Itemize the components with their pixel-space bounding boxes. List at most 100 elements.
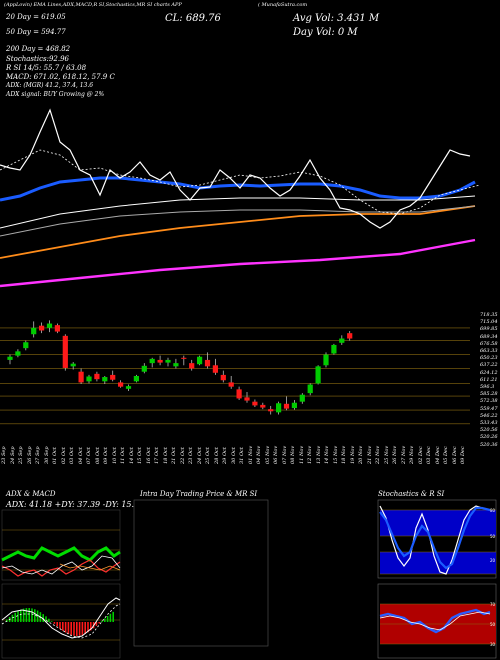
- adx-label: ADX: (MGR) 41.2, 37.4, 13.6: [6, 82, 94, 89]
- minus-di-line: [1, 559, 121, 577]
- candle-body: [110, 374, 116, 380]
- rsi-signal-line: [379, 611, 491, 631]
- day-volume: Day Vol: 0 M: [293, 27, 358, 38]
- intraday-panel-title: Intra Day Trading Price & MR SI: [140, 490, 258, 498]
- candle-body: [39, 325, 45, 331]
- candle-body: [212, 365, 218, 373]
- candle-body: [141, 365, 147, 372]
- candle-body: [299, 394, 305, 402]
- stoch-overbought-zone: [380, 510, 496, 536]
- price-tick-label: 611.21: [480, 376, 498, 383]
- rsi-level-label: 50: [490, 622, 496, 627]
- ema-long-line: [0, 238, 476, 288]
- ma20-label: 20 Day = 619.05: [6, 13, 66, 21]
- candle-body: [157, 359, 163, 363]
- rsi-label: R SI 14/5: 55.7 / 63.08: [6, 64, 87, 72]
- price-tick-label: 596.3: [480, 384, 495, 390]
- price-tick-label: 676.58: [480, 340, 498, 347]
- candle-body: [283, 403, 290, 409]
- price-tick-label: 650.23: [480, 355, 498, 362]
- rsi-level-label: 70: [490, 602, 496, 607]
- candle-body: [197, 356, 203, 365]
- stochastics-label: Stochastics:92.96: [6, 55, 69, 63]
- header-left-info: (AppLovin) EMA Lines,ADX,MACD,R SI,Stoch…: [4, 2, 182, 8]
- stoch-level-label: 50: [490, 534, 496, 539]
- rsi-line: [379, 608, 491, 634]
- candle-body: [347, 333, 353, 339]
- candle-body: [15, 351, 21, 356]
- candle-body: [7, 356, 13, 360]
- candle-body: [220, 374, 226, 381]
- price-tick-label: 663.33: [480, 348, 498, 354]
- candle-body: [307, 384, 313, 394]
- candle-body: [133, 375, 139, 382]
- adx-panel-frame: [1, 509, 121, 581]
- candle-body: [339, 338, 345, 343]
- candle-body: [62, 335, 68, 368]
- adx-line: [1, 555, 121, 575]
- ma50-label: 50 Day = 594.77: [6, 28, 66, 36]
- candle-body: [165, 359, 171, 363]
- price-tick-label: 559.47: [480, 405, 498, 412]
- ema50-line: [0, 176, 476, 202]
- candle-body: [331, 344, 337, 354]
- header-right-info: ( MunafaSutra.com: [258, 2, 308, 8]
- candle-body: [252, 401, 258, 406]
- candle-body: [78, 371, 84, 383]
- candle-body: [315, 366, 321, 384]
- price-tick-label: 637.22: [480, 362, 498, 369]
- candle-body: [125, 386, 132, 389]
- candle-body: [149, 358, 155, 364]
- price-tick-label: 624.12: [480, 369, 498, 376]
- candle-body: [260, 404, 266, 408]
- macd-label: MACD: 671.02, 618.12, 57.9 C: [6, 73, 115, 81]
- avg-volume: Avg Vol: 3.431 M: [293, 13, 380, 24]
- adx-values-label: ADX: 41.18 +DY: 37.39 -DY: 15.58: [6, 500, 145, 509]
- ema20-line: [0, 149, 481, 215]
- price-tick-label: 520.56: [480, 427, 498, 434]
- candle-body: [236, 389, 242, 399]
- macd-line: [1, 597, 121, 639]
- price-tick-label: 689.34: [480, 333, 498, 340]
- ema100-upper-line: [0, 195, 476, 229]
- candle-body: [181, 357, 187, 359]
- candle-body: [291, 402, 297, 409]
- price-tick-label: 520.26: [480, 434, 498, 441]
- price-tick-label: 718.35: [480, 312, 498, 318]
- candle-body: [31, 327, 37, 335]
- stoch-d-line: [379, 506, 491, 570]
- intraday-panel-frame: [133, 499, 269, 647]
- candle-body: [204, 359, 211, 367]
- adx-signal-label: ADX signal: BUY Growing @ 2%: [6, 91, 105, 98]
- candle-body: [228, 382, 234, 387]
- stoch-k-line: [379, 505, 491, 575]
- price-tick-label: 715.04: [480, 319, 498, 326]
- candle-body: [94, 373, 100, 380]
- candle-body: [323, 354, 329, 366]
- candle-body: [268, 409, 274, 412]
- price-line: [0, 108, 471, 229]
- candle-body: [23, 342, 29, 349]
- candle-body: [244, 397, 250, 401]
- price-chart: [0, 108, 481, 425]
- macd-panel-frame: [1, 583, 121, 659]
- plus-di-line: [1, 546, 121, 562]
- adx-panel-title: ADX & MACD: [6, 490, 56, 498]
- candle-body: [46, 323, 53, 328]
- candle-body: [70, 363, 76, 367]
- stoch-level-label: 20: [490, 558, 496, 563]
- price-tick-label: 585.28: [480, 391, 498, 398]
- candle-body: [54, 325, 60, 332]
- candle-body: [173, 363, 179, 367]
- price-tick-label: 572.38: [480, 398, 498, 405]
- price-tick-label: 533.43: [480, 420, 498, 426]
- stoch-panel-title: Stochastics & R SI: [378, 490, 445, 498]
- candle-body: [118, 382, 124, 387]
- price-tick-label: 699.85: [480, 326, 498, 333]
- ma200-label: 200 Day = 468.82: [6, 45, 71, 53]
- close-price: CL: 689.76: [165, 13, 221, 24]
- price-tick-label: 520.36: [480, 441, 498, 448]
- candle-body: [102, 377, 108, 382]
- candle-body: [86, 376, 92, 382]
